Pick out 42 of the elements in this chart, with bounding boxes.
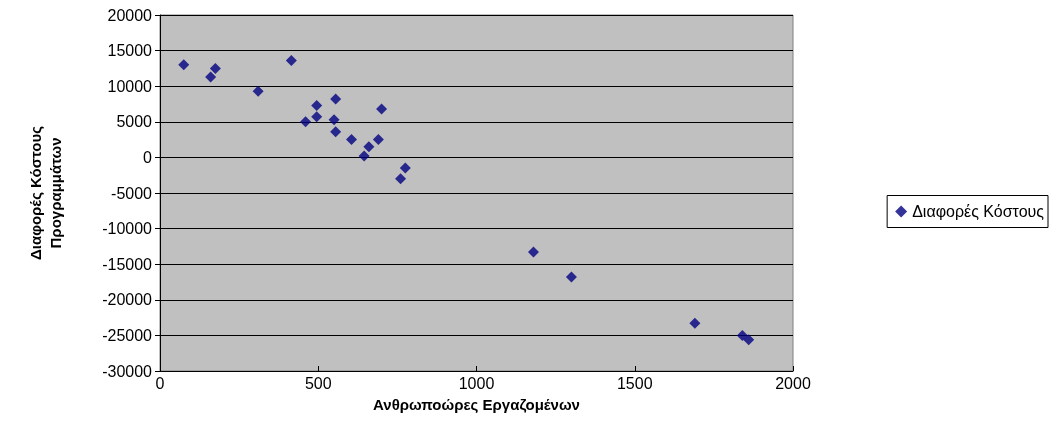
point: [363, 141, 375, 153]
legend-label: Διαφορές Κόστους: [912, 203, 1045, 220]
point: [736, 329, 748, 341]
x-tick-label: 2000: [775, 374, 811, 392]
y-tick-label: 5000: [116, 113, 153, 131]
y-tick-label: -10000: [102, 220, 153, 238]
point: [252, 85, 264, 97]
point: [376, 103, 388, 115]
point: [395, 173, 407, 185]
point: [209, 62, 221, 74]
y-tick-label: -25000: [102, 326, 153, 344]
point: [527, 246, 539, 258]
point: [300, 116, 312, 128]
point: [743, 334, 755, 346]
point: [205, 71, 217, 83]
point: [328, 114, 340, 126]
y-tick-label: -15000: [102, 255, 153, 273]
y-tick-label: 0: [143, 148, 153, 166]
y-tick-label: -5000: [111, 184, 153, 202]
y-tick-label: 20000: [107, 6, 153, 24]
x-axis-title: Ανθρωποώρες Εργαζομένων: [373, 396, 580, 413]
point: [689, 317, 701, 329]
y-tick-label: 15000: [107, 42, 153, 60]
point: [345, 134, 357, 146]
x-tick-label: 1500: [616, 374, 653, 392]
y-tick-label: 10000: [107, 77, 153, 95]
point: [311, 99, 323, 111]
x-tick-label: 0: [155, 374, 165, 392]
point: [285, 55, 297, 67]
point: [358, 150, 370, 162]
point: [372, 134, 384, 146]
y-tick-label: -20000: [102, 291, 153, 309]
point: [330, 93, 342, 105]
x-tick-label: 1000: [458, 374, 495, 392]
point: [178, 59, 190, 71]
point: [399, 162, 411, 174]
y-tick-label: -30000: [102, 362, 153, 380]
point: [565, 271, 577, 283]
x-tick-label: 500: [304, 374, 332, 392]
point: [330, 126, 342, 138]
point: [311, 111, 323, 123]
y-axis-title: Διαφορές Κόστους Προγραμμάτων: [26, 125, 64, 260]
